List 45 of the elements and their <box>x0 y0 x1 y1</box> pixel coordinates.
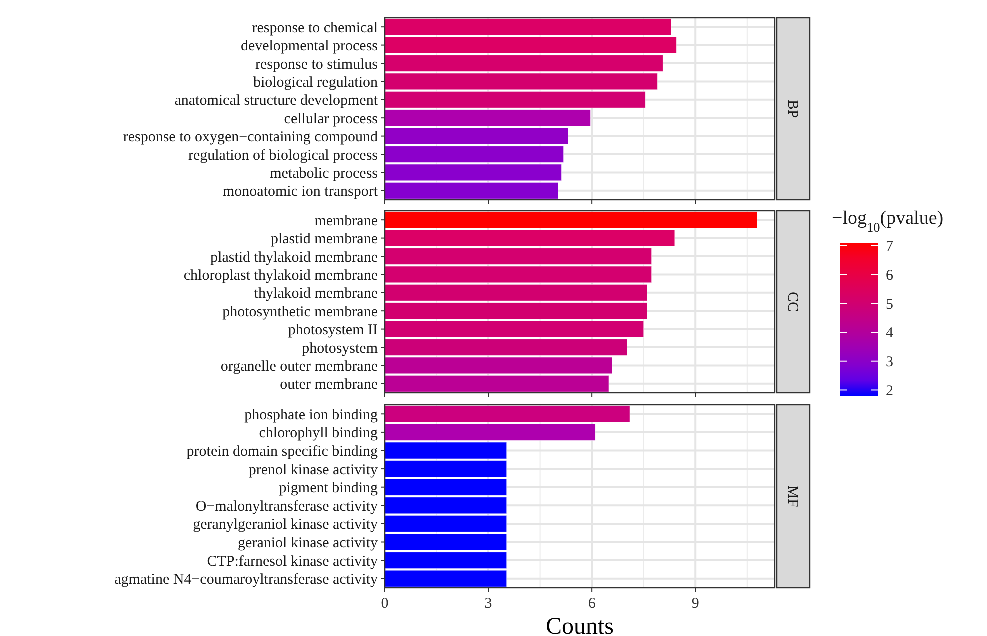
y-tick-label: cellular process <box>284 111 378 128</box>
color-bar-label: 6 <box>886 268 894 284</box>
y-tick-label: organelle outer membrane <box>220 358 378 375</box>
y-tick-label: CTP:farnesol kinase activity <box>207 554 378 570</box>
text: BP <box>784 100 800 118</box>
color-bar-label: 2 <box>886 383 894 400</box>
y-tick-label: O−malonyltransferase activity <box>196 498 378 515</box>
y-tick-label: developmental process <box>240 38 378 55</box>
y-tick-label: response to stimulus <box>256 56 378 73</box>
y-tick-label: geraniol kinase activity <box>238 536 378 552</box>
x-tick-label: 9 <box>692 596 700 612</box>
color-bar-title: −log$_{10}$(pvalue) <box>832 208 944 234</box>
text: MF <box>784 486 800 508</box>
y-tick-label: protein domain specific binding <box>186 444 378 460</box>
y-tick-label: geranylgeraniol kinase activity <box>193 517 378 534</box>
y-tick-label: pigment binding <box>279 480 378 497</box>
y-tick-label: biological regulation <box>253 74 378 91</box>
y-tick-label: anatomical structure development <box>174 93 379 110</box>
y-tick-label: metabolic process <box>270 166 378 182</box>
x-axis-title: Counts <box>546 614 614 636</box>
color-bar-label: 5 <box>886 296 894 313</box>
y-tick-label: monoatomic ion transport <box>223 184 379 200</box>
x-tick-label: 0 <box>381 596 389 612</box>
color-bar-label: 3 <box>886 354 894 371</box>
x-tick-label: 3 <box>484 596 492 612</box>
y-tick-label: photosystem II <box>288 322 378 339</box>
y-tick-label: outer membrane <box>280 377 378 394</box>
color-bar-label: 7 <box>886 239 894 256</box>
y-tick-label: plastid thylakoid membrane <box>210 250 378 266</box>
y-tick-label: response to oxygen−containing compound <box>123 130 378 146</box>
y-tick-label: chlorophyll binding <box>259 426 378 442</box>
color-bar-label: 4 <box>886 326 894 342</box>
y-tick-label: prenol kinase activity <box>248 462 378 478</box>
y-tick-label: photosynthetic membrane <box>222 304 378 320</box>
y-tick-label: thylakoid membrane <box>254 286 378 302</box>
y-tick-label: plastid membrane <box>270 232 378 248</box>
y-tick-label: phosphate ion binding <box>244 407 378 424</box>
x-tick-label: 6 <box>588 596 596 612</box>
text: CC <box>784 292 800 312</box>
y-tick-label: response to chemical <box>252 20 378 36</box>
y-tick-label: photosystem <box>302 340 378 357</box>
y-tick-label: agmatine N4−coumaroyltransferase activity <box>114 572 378 588</box>
y-tick-label: chloroplast thylakoid membrane <box>184 268 378 284</box>
y-tick-label: regulation of biological process <box>188 148 378 164</box>
y-tick-label: membrane <box>314 213 378 230</box>
